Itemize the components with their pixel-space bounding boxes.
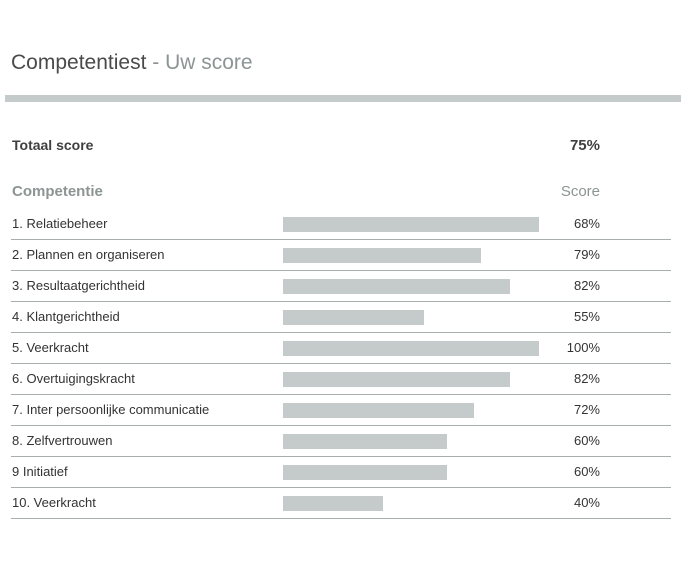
competency-bar — [283, 372, 510, 387]
competency-bar — [283, 434, 447, 449]
competency-bar — [283, 248, 482, 263]
competency-row: 10. Veerkracht 40% — [11, 488, 671, 519]
competency-row: 6. Overtuigingskracht 82% — [11, 364, 671, 395]
total-score-value: 75% — [569, 137, 600, 154]
competency-row: 9 Initiatief 60% — [11, 457, 671, 488]
competency-bar-track — [283, 341, 539, 356]
competency-score: 40% — [573, 495, 600, 510]
competency-score: 60% — [573, 464, 600, 479]
competency-label: 2. Plannen en organiseren — [12, 247, 165, 262]
competency-row: 3. Resultaatgerichtheid 82% — [11, 271, 671, 302]
page-title-sub: - Uw score — [146, 51, 253, 74]
competency-bar-track — [283, 465, 539, 480]
competency-bar-track — [283, 248, 539, 263]
competency-score: 82% — [573, 371, 600, 386]
total-score-label: Totaal score — [12, 137, 94, 153]
competency-label: 8. Zelfvertrouwen — [12, 433, 113, 448]
competency-label: 1. Relatiebeheer — [12, 216, 108, 231]
competency-bar — [283, 465, 447, 480]
page-title-main: Competentiest — [11, 51, 147, 74]
competency-score: 60% — [573, 433, 600, 448]
competency-bar-track — [283, 310, 539, 325]
competency-bar-track — [283, 279, 539, 294]
competency-label: 3. Resultaatgerichtheid — [12, 278, 145, 293]
competency-bar-track — [283, 496, 539, 511]
competency-bar-track — [283, 372, 539, 387]
competency-bar — [283, 310, 424, 325]
competency-label: 9 Initiatief — [12, 464, 68, 479]
competency-score: 72% — [573, 402, 600, 417]
competency-row: 5. Veerkracht 100% — [11, 333, 671, 364]
competency-label: 7. Inter persoonlijke communicatie — [12, 402, 210, 417]
competency-score: 82% — [573, 278, 600, 293]
competency-score: 68% — [573, 216, 600, 231]
competency-score: 55% — [573, 309, 600, 324]
competency-bar — [283, 217, 539, 232]
competency-row: 2. Plannen en organiseren 79% — [11, 240, 671, 271]
competency-row: 4. Klantgerichtheid 55% — [11, 302, 671, 333]
competency-bar-track — [283, 434, 539, 449]
competency-label: 10. Veerkracht — [12, 495, 96, 510]
competency-bar — [283, 403, 474, 418]
column-header-score: Score — [560, 183, 600, 200]
competency-bar — [283, 341, 539, 356]
page-title: Competentiest - Uw score — [11, 50, 253, 76]
competency-list: 1. Relatiebeheer 68% 2. Plannen en organis… — [11, 209, 671, 519]
competency-bar-track — [283, 403, 539, 418]
competency-row: 8. Zelfvertrouwen 60% — [11, 426, 671, 457]
competency-row: 7. Inter persoonlijke communicatie 72% — [11, 395, 671, 426]
header-divider — [5, 95, 681, 102]
competency-row: 1. Relatiebeheer 68% — [11, 209, 671, 240]
column-header-competency: Competentie — [12, 183, 103, 200]
competency-bar-track — [283, 217, 539, 232]
competency-score: 79% — [573, 247, 600, 262]
competency-label: 5. Veerkracht — [12, 340, 89, 355]
competency-label: 6. Overtuigingskracht — [12, 371, 135, 386]
competency-bar — [283, 279, 510, 294]
competency-score: 100% — [566, 340, 600, 355]
competency-bar — [283, 496, 383, 511]
competency-label: 4. Klantgerichtheid — [12, 309, 120, 324]
